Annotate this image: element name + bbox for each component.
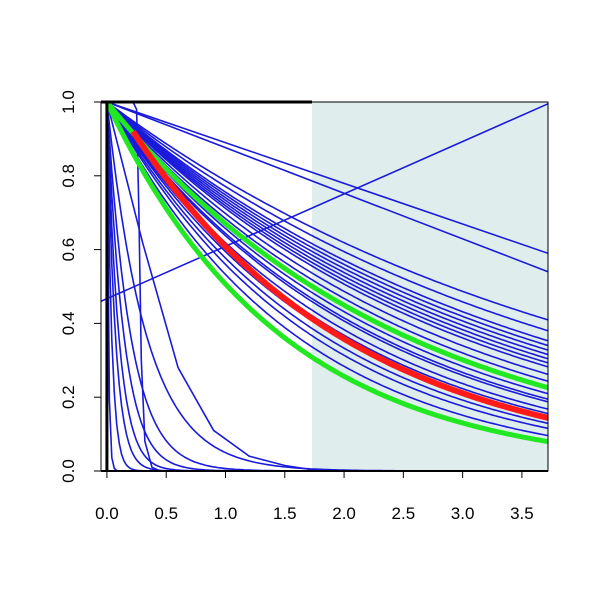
y-tick-label-2: 0.4 bbox=[59, 312, 78, 336]
x-tick-label-0: 0.0 bbox=[95, 504, 119, 523]
x-tick-label-5: 2.5 bbox=[392, 504, 416, 523]
x-tick-label-4: 2.0 bbox=[332, 504, 356, 523]
y-tick-label-3: 0.6 bbox=[59, 238, 78, 262]
y-tick-label-5: 1.0 bbox=[59, 90, 78, 114]
y-tick-label-4: 0.8 bbox=[59, 164, 78, 188]
y-tick-label-0: 0.0 bbox=[59, 459, 78, 483]
x-tick-label-3: 1.5 bbox=[273, 504, 297, 523]
x-tick-label-6: 3.0 bbox=[451, 504, 475, 523]
y-tick-label-1: 0.2 bbox=[59, 385, 78, 409]
x-tick-label-1: 0.5 bbox=[154, 504, 178, 523]
x-tick-label-7: 3.5 bbox=[510, 504, 534, 523]
x-tick-label-2: 1.0 bbox=[214, 504, 238, 523]
